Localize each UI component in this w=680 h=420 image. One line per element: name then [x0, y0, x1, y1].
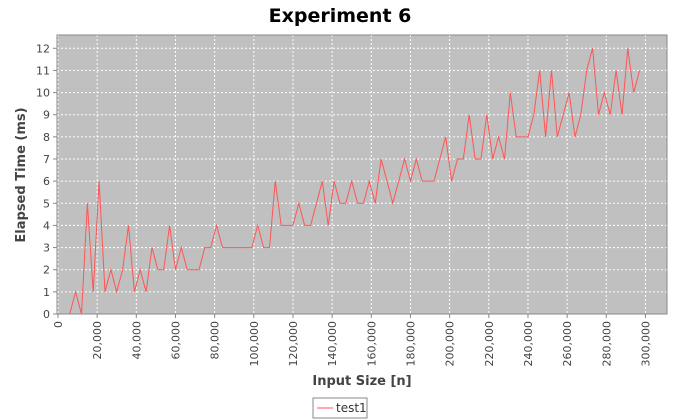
legend-box: [312, 397, 368, 419]
plot-border: [56, 34, 668, 315]
x-tick-label: 240,000: [522, 321, 535, 367]
x-tick-label: 180,000: [404, 321, 417, 367]
y-tick-label: 1: [43, 286, 50, 299]
x-tick-label: 280,000: [600, 321, 613, 367]
x-tick-label: 120,000: [287, 321, 300, 367]
x-tick-label: 40,000: [130, 321, 143, 360]
x-tick-label: 0: [52, 321, 65, 328]
series-line: [58, 48, 641, 315]
x-tick-label: 100,000: [248, 321, 261, 367]
y-tick-label: 6: [43, 175, 50, 188]
chart-title: Experiment 6: [269, 5, 412, 27]
x-tick-label: 140,000: [326, 321, 339, 367]
y-tick-label: 8: [43, 131, 50, 144]
y-tick-label: 3: [43, 242, 50, 255]
x-tick-label: 20,000: [91, 321, 104, 360]
legend-label: test1: [336, 401, 367, 415]
y-tick-label: 11: [36, 64, 50, 77]
y-axis-label: Elapsed Time (ms): [14, 107, 29, 242]
y-tick-label: 0: [43, 308, 50, 321]
plot-area: [57, 35, 667, 314]
x-tick-label: 300,000: [639, 321, 652, 367]
y-tick-label: 5: [43, 197, 50, 210]
x-tick-label: 60,000: [169, 321, 182, 360]
y-tick-label: 2: [43, 264, 50, 277]
y-tick-label: 7: [43, 153, 50, 166]
x-tick-label: 160,000: [365, 321, 378, 367]
y-tick-label: 12: [36, 42, 50, 55]
x-tick-label: 200,000: [444, 321, 457, 367]
y-tick-label: 9: [43, 109, 50, 122]
x-tick-label: 260,000: [561, 321, 574, 367]
y-tick-label: 10: [36, 87, 50, 100]
x-tick-label: 220,000: [483, 321, 496, 367]
y-tick-label: 4: [43, 219, 50, 232]
x-axis-label: Input Size [n]: [312, 374, 411, 389]
x-tick-label: 80,000: [209, 321, 222, 360]
